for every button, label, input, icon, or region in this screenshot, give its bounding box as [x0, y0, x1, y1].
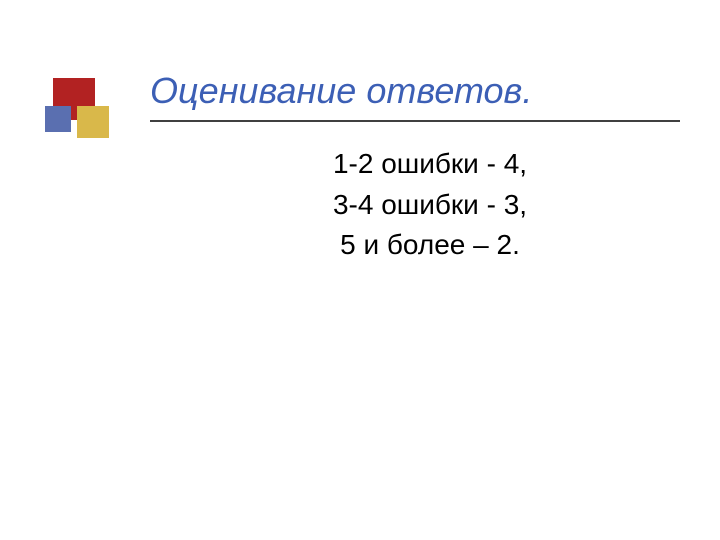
body-area: 1-2 ошибки - 4, 3-4 ошибки - 3, 5 и боле…: [180, 144, 680, 266]
title-underline: [150, 120, 680, 122]
square-blue: [45, 106, 71, 132]
body-line-2: 3-4 ошибки - 3,: [180, 185, 680, 226]
body-line-1: 1-2 ошибки - 4,: [180, 144, 680, 185]
title-area: Оценивание ответов.: [150, 70, 680, 122]
slide-container: Оценивание ответов. 1-2 ошибки - 4, 3-4 …: [0, 0, 720, 540]
body-line-3: 5 и более – 2.: [180, 225, 680, 266]
slide-title: Оценивание ответов.: [150, 70, 680, 120]
square-gold: [77, 106, 109, 138]
